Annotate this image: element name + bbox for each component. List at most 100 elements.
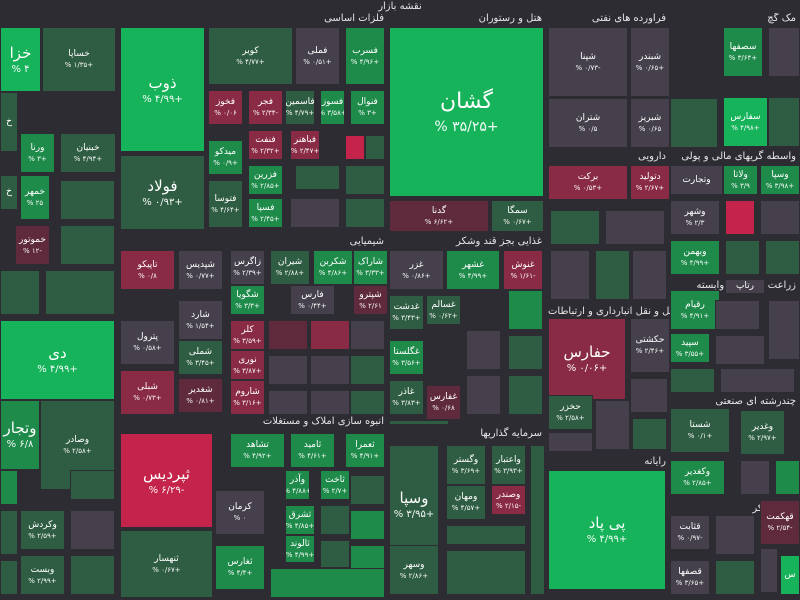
stock-tile[interactable]: وسهر% ۲/۸۶+ <box>389 545 439 595</box>
stock-tile-unlabeled[interactable] <box>760 548 778 593</box>
stock-tile[interactable]: غاذر % ۳/۸۳+ <box>389 380 424 415</box>
stock-tile[interactable]: پترول % ۰/۵۸+ <box>120 320 175 365</box>
stock-tile[interactable]: میدکو % ۰/۹+ <box>208 140 243 175</box>
stock-tile[interactable]: ثغارس % ۴/۴+ <box>215 545 265 590</box>
stock-tile-unlabeled[interactable] <box>0 470 18 505</box>
stock-tile[interactable]: فتوسا% ۴/۶۴+ <box>208 180 243 228</box>
stock-tile[interactable]: فسپا% ۲/۴۵+ <box>248 198 283 228</box>
stock-tile[interactable]: فسوز % ۳/۵۸+ <box>320 90 345 125</box>
stock-tile[interactable]: ذوب% ۴/۹۹+ <box>120 27 205 152</box>
stock-tile[interactable]: ثشرق% ۴/۸۵+ <box>285 505 315 535</box>
stock-tile-unlabeled[interactable] <box>725 200 755 235</box>
stock-tile-unlabeled[interactable] <box>670 368 715 393</box>
stock-tile-unlabeled[interactable] <box>350 545 385 570</box>
stock-tile[interactable]: وصندر% ۲/۱۵- <box>491 485 526 515</box>
stock-tile[interactable]: غگلستا % ۳/۵۶+ <box>389 340 424 375</box>
stock-tile[interactable]: گدنا% ۶/۶۲+ <box>389 200 489 232</box>
stock-tile-unlabeled[interactable] <box>765 240 800 275</box>
stock-tile[interactable]: خ <box>0 92 18 152</box>
stock-tile-unlabeled[interactable] <box>345 198 385 228</box>
stock-tile[interactable]: وکردش% ۲/۵۹+ <box>20 510 65 550</box>
stock-tile[interactable]: وکغدیر % ۲/۸۵+ <box>670 460 725 495</box>
stock-tile[interactable]: شستا % ۰/۱+ <box>670 408 730 453</box>
stock-tile[interactable]: غزر% ۰/۸۶+ <box>389 250 444 290</box>
stock-tile-unlabeled[interactable] <box>466 375 501 415</box>
stock-tile[interactable]: ثامید % ۴/۶۱+ <box>290 433 335 468</box>
stock-tile-unlabeled[interactable] <box>715 515 755 555</box>
stock-tile[interactable]: برکت % ۰/۵۳+ <box>548 165 628 200</box>
stock-tile[interactable]: شبلی % ۰/۷۳+ <box>120 370 175 415</box>
stock-tile-unlabeled[interactable] <box>508 335 543 370</box>
stock-tile-unlabeled[interactable] <box>595 400 630 450</box>
stock-tile[interactable]: وسپا% ۳/۹۸+ <box>760 165 800 195</box>
stock-tile-unlabeled[interactable] <box>345 165 385 195</box>
stock-tile[interactable]: قهکمت % ۲/۵۴- <box>760 500 800 545</box>
stock-tile[interactable]: حخزر % ۲/۵۸+ <box>548 395 593 430</box>
stock-tile-unlabeled[interactable] <box>350 320 385 350</box>
stock-tile[interactable]: شگویا% ۳/۳+ <box>230 285 265 315</box>
stock-tile[interactable]: فاسمین % ۴/۷۹+ <box>285 90 315 125</box>
stock-tile[interactable]: وبهمن % ۴/۹۹+ <box>670 240 720 275</box>
stock-tile-unlabeled[interactable] <box>310 320 350 350</box>
stock-tile-unlabeled[interactable] <box>310 355 350 385</box>
stock-tile-unlabeled[interactable] <box>60 225 115 265</box>
stock-tile[interactable]: خمهر % ۲۵ <box>20 175 50 220</box>
stock-tile-unlabeled[interactable] <box>70 470 115 500</box>
stock-tile[interactable]: کرمان % ۰ <box>215 490 265 535</box>
stock-tile-unlabeled[interactable] <box>768 97 800 147</box>
stock-tile[interactable]: فنوال % ۳+ <box>350 90 385 125</box>
stock-tile[interactable]: کلر% ۳/۵۹+ <box>230 320 265 350</box>
stock-tile-unlabeled[interactable] <box>320 505 350 535</box>
stock-tile[interactable]: وتجار % ۶/۸ <box>0 400 40 470</box>
stock-tile[interactable]: فباهنر% ۲/۴۷+ <box>290 130 320 160</box>
stock-tile-unlabeled[interactable] <box>45 270 115 315</box>
stock-tile-unlabeled[interactable] <box>632 250 667 300</box>
stock-tile[interactable]: ثنهسار% ۰/۶۷+ <box>120 530 213 598</box>
stock-tile-unlabeled[interactable] <box>365 135 385 160</box>
stock-tile[interactable]: فملی% ۰/۵۱+ <box>295 27 340 85</box>
stock-tile-unlabeled[interactable] <box>550 210 600 245</box>
stock-tile[interactable]: فسرب% ۴/۹۶+ <box>345 27 385 85</box>
stock-tile-unlabeled[interactable] <box>466 330 501 370</box>
stock-tile[interactable]: ثاخت% ۲/۷+ <box>320 470 350 500</box>
stock-tile[interactable]: دتولید % ۲/۶۷+ <box>630 165 670 200</box>
stock-tile[interactable]: سفارس% ۴/۹۸+ <box>723 97 768 147</box>
stock-tile[interactable]: خساپا % ۱/۳۵+ <box>42 27 116 92</box>
stock-tile-unlabeled[interactable] <box>389 420 449 425</box>
stock-tile[interactable]: ولاتا% ۳/۹ <box>723 165 758 195</box>
stock-tile[interactable]: شپنا% ۰/۷۳- <box>548 27 628 97</box>
stock-tile[interactable]: دی % ۴/۹۹+ <box>0 320 115 400</box>
stock-tile[interactable]: رقیام% ۴/۹۱+ <box>670 290 720 330</box>
stock-tile[interactable]: غفارس % ۰/۶۸ <box>426 385 461 420</box>
stock-tile[interactable]: شکربن % ۴/۸۶+ <box>313 250 353 285</box>
stock-tile-unlabeled[interactable] <box>320 540 350 568</box>
stock-tile[interactable]: فزرین% ۲/۸۵+ <box>248 165 283 195</box>
stock-tile[interactable]: غدشت % ۳/۴۳+ <box>389 295 424 330</box>
stock-tile[interactable]: فارس% ۰/۴۴+ <box>290 285 335 315</box>
stock-tile[interactable]: شاروم % ۳/۱۶+ <box>230 380 265 415</box>
stock-tile[interactable]: شپدیس% ۰/۷۷+ <box>178 250 223 290</box>
stock-tile[interactable]: قثابت % ۰/۹۷- <box>670 515 710 550</box>
stock-tile-unlabeled[interactable] <box>670 98 718 148</box>
stock-tile-unlabeled[interactable] <box>270 568 385 598</box>
stock-tile[interactable]: شاراک % ۳/۳۳+ <box>353 250 388 285</box>
stock-tile[interactable]: پی پاد % ۴/۹۹+ <box>548 470 666 590</box>
stock-tile-unlabeled[interactable] <box>350 390 385 415</box>
stock-tile[interactable]: وشهر % ۲/۳ <box>670 200 720 235</box>
stock-tile-unlabeled[interactable] <box>446 525 526 545</box>
stock-tile[interactable]: س <box>780 555 800 595</box>
stock-tile[interactable]: خزا% ۴ <box>0 27 41 92</box>
stock-tile[interactable]: واعتبار% ۳/۹۳+ <box>491 445 526 485</box>
stock-tile[interactable]: شبندر% ۰/۶۵+ <box>630 27 670 97</box>
stock-tile-unlabeled[interactable] <box>715 560 755 595</box>
stock-tile[interactable]: وگستر% ۳/۶۹+ <box>446 445 486 485</box>
stock-tile[interactable]: ثالوند% ۴/۹۹+ <box>285 535 315 563</box>
stock-tile-unlabeled[interactable] <box>60 180 115 220</box>
stock-tile-unlabeled[interactable] <box>508 375 543 415</box>
stock-tile[interactable]: خموتور% ۱۲- <box>15 225 50 265</box>
stock-tile[interactable]: حکشتی % ۲/۴۶+ <box>630 318 670 373</box>
stock-tile-unlabeled[interactable] <box>268 320 308 350</box>
stock-tile[interactable]: وآذر% ۴/۸۸+ <box>285 470 310 500</box>
stock-tile-unlabeled[interactable] <box>595 250 630 300</box>
stock-tile-unlabeled[interactable] <box>548 432 593 452</box>
